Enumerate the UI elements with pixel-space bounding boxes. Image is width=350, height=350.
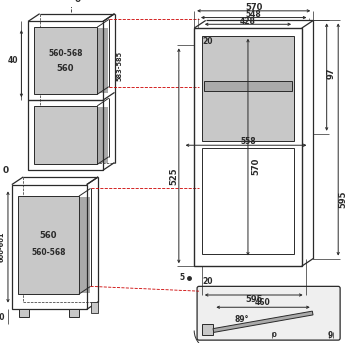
Text: 97: 97 [327, 68, 336, 79]
Text: 20: 20 [202, 37, 213, 46]
Text: 20: 20 [202, 277, 213, 286]
Bar [34, 106, 97, 164]
Text: 595: 595 [245, 295, 262, 304]
Bar [20, 309, 29, 317]
Bar [18, 196, 79, 294]
Text: 0: 0 [3, 166, 9, 175]
Text: 5: 5 [180, 273, 184, 282]
Bar [28, 21, 103, 170]
Text: 595: 595 [338, 190, 348, 208]
Text: 9: 9 [328, 331, 333, 340]
Text: 89°: 89° [234, 315, 249, 323]
Text: 558: 558 [240, 137, 256, 146]
Bar [202, 36, 294, 141]
Bar [80, 197, 90, 293]
Bar [69, 309, 79, 317]
Bar [202, 324, 214, 335]
Text: 560: 560 [40, 231, 57, 240]
Text: 560: 560 [57, 64, 74, 73]
Text: 0: 0 [272, 332, 277, 338]
Bar [202, 148, 294, 254]
Text: 428: 428 [240, 17, 256, 26]
Bar [98, 107, 108, 163]
Bar [194, 28, 302, 266]
Bar [34, 27, 97, 94]
Text: 525: 525 [169, 167, 178, 185]
Bar [204, 81, 292, 91]
Text: 600-601: 600-601 [0, 232, 5, 262]
Polygon shape [213, 311, 313, 332]
Text: 40: 40 [8, 56, 19, 65]
FancyBboxPatch shape [197, 286, 340, 340]
Bar [12, 184, 87, 309]
Text: 548: 548 [246, 10, 261, 19]
Bar [91, 302, 98, 313]
Text: 570: 570 [251, 158, 260, 175]
Text: 0: 0 [74, 0, 81, 4]
Text: 40: 40 [0, 313, 5, 322]
Text: 583-585: 583-585 [117, 50, 122, 80]
Text: 560-568: 560-568 [48, 49, 83, 58]
Text: 570: 570 [245, 2, 262, 12]
Bar [98, 28, 108, 93]
Text: 560-568: 560-568 [31, 248, 65, 257]
Text: 460: 460 [254, 298, 270, 307]
